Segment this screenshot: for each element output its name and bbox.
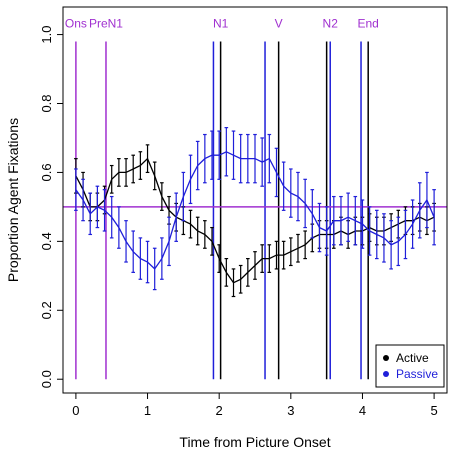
y-tick-label: 1.0 xyxy=(39,26,54,44)
legend-marker-passive xyxy=(383,371,389,377)
legend: Active Passive xyxy=(375,344,445,388)
y-tick-label: 0.6 xyxy=(39,163,54,181)
series-passive xyxy=(74,127,436,291)
y-tick-label: 0.2 xyxy=(39,301,54,319)
event-label-ons: Ons xyxy=(65,17,87,31)
event-label-end: End xyxy=(358,17,379,31)
x-tick-label: 2 xyxy=(216,403,223,418)
data-series xyxy=(74,127,436,298)
x-tick-label: 3 xyxy=(287,403,294,418)
x-tick-label: 4 xyxy=(359,403,366,418)
event-lines: Ons PreN1 N1 V N2 End xyxy=(65,17,379,380)
y-tick-label: 0.0 xyxy=(39,370,54,388)
y-tick-label: 0.4 xyxy=(39,232,54,250)
legend-label-active: Active xyxy=(396,351,429,365)
event-label-n1: N1 xyxy=(213,17,229,31)
x-tick-label: 5 xyxy=(430,403,437,418)
event-label-pren1: PreN1 xyxy=(89,17,123,31)
series-line-passive xyxy=(75,151,435,270)
legend-marker-active xyxy=(383,355,389,361)
x-axis-title: Time from Picture Onset xyxy=(179,434,330,450)
y-axis-title: Proportion Agent Fixations xyxy=(5,118,21,282)
x-tick-label: 0 xyxy=(72,403,79,418)
x-axis: 0 1 2 3 4 5 xyxy=(72,393,438,418)
plot-frame xyxy=(62,6,448,394)
y-tick-label: 0.8 xyxy=(39,94,54,112)
legend-box xyxy=(375,344,445,388)
series-line-active xyxy=(75,157,435,284)
y-axis: 0.0 0.2 0.4 0.6 0.8 1.0 xyxy=(39,26,63,388)
legend-label-passive: Passive xyxy=(396,367,438,381)
event-label-n2: N2 xyxy=(323,17,339,31)
x-tick-label: 1 xyxy=(144,403,151,418)
event-label-v: V xyxy=(275,17,283,31)
